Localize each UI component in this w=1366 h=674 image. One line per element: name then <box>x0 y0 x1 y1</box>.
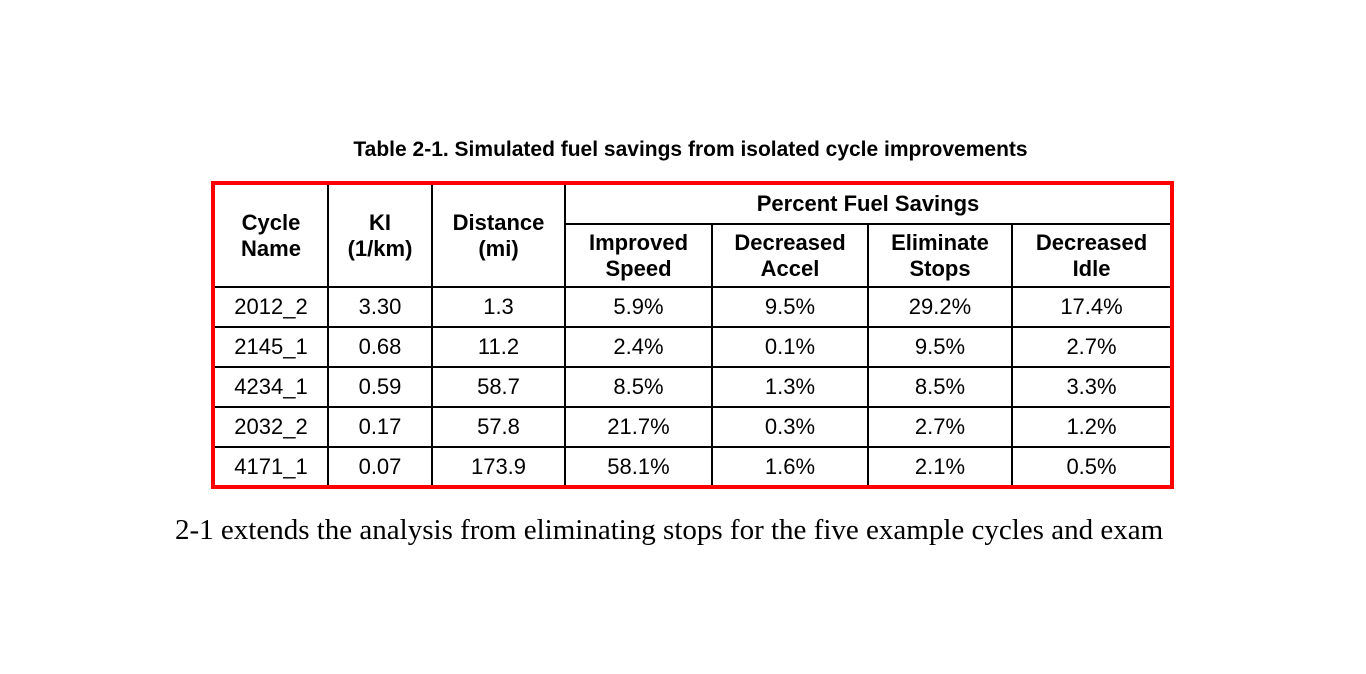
cell-decreased-idle: 0.5% <box>1010 446 1174 488</box>
cell-ki: 0.07 <box>327 446 433 488</box>
cell-decreased-idle: 2.7% <box>1010 326 1174 368</box>
cell-decreased-idle: 1.2% <box>1010 406 1174 448</box>
col-header-cycle-name: Cycle Name <box>212 182 329 288</box>
table-row: 4171_1 0.07 173.9 58.1% 1.6% 2.1% 0.5% <box>212 446 1174 488</box>
cell-ki: 0.59 <box>327 366 433 408</box>
cell-decreased-accel: 0.3% <box>711 406 869 448</box>
table-row: 2145_1 0.68 11.2 2.4% 0.1% 9.5% 2.7% <box>212 326 1174 368</box>
table-subheader-row: Improved Speed Decreased Accel Eliminate… <box>213 223 1174 288</box>
cell-improved-speed: 58.1% <box>564 446 713 488</box>
col-header-improved-speed: Improved Speed <box>564 223 713 288</box>
cell-decreased-accel: 1.3% <box>711 366 869 408</box>
cell-improved-speed: 21.7% <box>564 406 713 448</box>
cell-decreased-accel: 0.1% <box>711 326 869 368</box>
cell-eliminate-stops: 2.1% <box>867 446 1013 488</box>
cell-eliminate-stops: 29.2% <box>867 286 1013 328</box>
cell-decreased-accel: 1.6% <box>711 446 869 488</box>
col-group-header-percent-fuel-savings: Percent Fuel Savings <box>563 182 1174 225</box>
cell-ki: 3.30 <box>327 286 433 328</box>
cell-decreased-accel: 9.5% <box>711 286 869 328</box>
cell-distance: 1.3 <box>431 286 566 328</box>
cell-eliminate-stops: 9.5% <box>867 326 1013 368</box>
fuel-savings-table: Cycle Name KI (1/km) Distance (mi) Perce… <box>211 181 1175 489</box>
table-header-row: Cycle Name KI (1/km) Distance (mi) Perce… <box>212 182 1174 288</box>
cell-cycle-name: 4171_1 <box>212 446 329 488</box>
table-row: 2032_2 0.17 57.8 21.7% 0.3% 2.7% 1.2% <box>212 406 1174 448</box>
cell-ki: 0.17 <box>327 406 433 448</box>
col-header-ki: KI (1/km) <box>327 182 433 288</box>
cell-decreased-idle: 3.3% <box>1010 366 1174 408</box>
table-row: 4234_1 0.59 58.7 8.5% 1.3% 8.5% 3.3% <box>212 366 1174 408</box>
cell-cycle-name: 2012_2 <box>212 286 329 328</box>
table-caption: Table 2-1. Simulated fuel savings from i… <box>353 138 1028 161</box>
col-header-decreased-idle: Decreased Idle <box>1010 223 1174 288</box>
cell-decreased-idle: 17.4% <box>1010 286 1174 328</box>
cell-improved-speed: 5.9% <box>564 286 713 328</box>
body-paragraph: 2-1 extends the analysis from eliminatin… <box>175 514 1164 546</box>
cell-cycle-name: 4234_1 <box>212 366 329 408</box>
cell-improved-speed: 8.5% <box>564 366 713 408</box>
col-header-eliminate-stops: Eliminate Stops <box>867 223 1013 288</box>
cell-distance: 58.7 <box>431 366 566 408</box>
cell-distance: 11.2 <box>431 326 566 368</box>
cell-distance: 57.8 <box>431 406 566 448</box>
cell-cycle-name: 2032_2 <box>212 406 329 448</box>
table-row: 2012_2 3.30 1.3 5.9% 9.5% 29.2% 17.4% <box>212 286 1174 328</box>
cell-improved-speed: 2.4% <box>564 326 713 368</box>
cell-eliminate-stops: 2.7% <box>867 406 1013 448</box>
cell-distance: 173.9 <box>431 446 566 488</box>
cell-eliminate-stops: 8.5% <box>867 366 1013 408</box>
cell-ki: 0.68 <box>327 326 433 368</box>
col-header-distance: Distance (mi) <box>431 182 566 288</box>
cell-cycle-name: 2145_1 <box>212 326 329 368</box>
col-header-decreased-accel: Decreased Accel <box>711 223 869 288</box>
